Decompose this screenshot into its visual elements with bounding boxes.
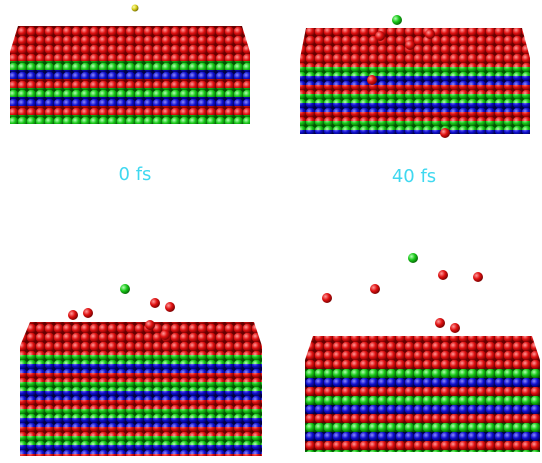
atom [375, 31, 385, 41]
atom-layer [305, 396, 540, 405]
atom-layer [20, 346, 262, 355]
atom [435, 318, 445, 328]
slab-top [20, 322, 262, 346]
atom-layer [300, 130, 530, 134]
time-label: 0 fs [119, 164, 152, 185]
atom [145, 320, 155, 330]
atom-layer [10, 52, 250, 61]
slab-top [300, 28, 530, 58]
atom-layer [10, 70, 250, 79]
atom-layer [10, 97, 250, 106]
atom-layer [305, 387, 540, 396]
atom-layer [20, 364, 262, 373]
atom-layer [305, 450, 540, 452]
atom [83, 308, 93, 318]
atom-layer [10, 88, 250, 97]
time-label: 40 fs [392, 166, 436, 187]
atom [473, 272, 483, 282]
slab-top [10, 26, 250, 52]
atom [425, 29, 435, 39]
atom-layer [10, 115, 250, 124]
atom-layer [300, 76, 530, 85]
atom-layer [305, 423, 540, 432]
atom-layer [20, 382, 262, 391]
atom-layer [300, 67, 530, 76]
atom [392, 15, 402, 25]
atom [405, 40, 415, 50]
atom-layer [20, 445, 262, 454]
atom-layer [305, 405, 540, 414]
atom-layer [20, 391, 262, 400]
atom-layer [300, 103, 530, 112]
atom [160, 330, 170, 340]
atom-layer [20, 409, 262, 418]
atom-layer [305, 369, 540, 378]
atom [150, 298, 160, 308]
atom [165, 302, 175, 312]
atom [367, 75, 377, 85]
atom-layer [300, 58, 530, 67]
atom [322, 293, 332, 303]
atom-layer [10, 61, 250, 70]
atom [120, 284, 130, 294]
atom [438, 270, 448, 280]
atom-layer [10, 79, 250, 88]
atom-layer [10, 106, 250, 115]
atom [370, 284, 380, 294]
atom [450, 323, 460, 333]
atom [440, 128, 450, 138]
atom [68, 310, 78, 320]
atom-layer [300, 112, 530, 121]
atom [408, 253, 418, 263]
atom-layer [300, 85, 530, 94]
atom-layer [20, 418, 262, 427]
atom-layer [305, 360, 540, 369]
atom-layer [305, 441, 540, 450]
atom-layer [20, 454, 262, 456]
atom-layer [305, 378, 540, 387]
atom-layer [305, 432, 540, 441]
slab-top [305, 336, 540, 360]
atom [132, 5, 139, 12]
atom-layer [20, 436, 262, 445]
atom-layer [300, 94, 530, 103]
atom-layer [20, 355, 262, 364]
atom-layer [20, 400, 262, 409]
atom-layer [300, 121, 530, 130]
atom-layer [305, 414, 540, 423]
atom-layer [20, 427, 262, 436]
figure: 0 fs 40 fs [0, 0, 542, 463]
atom-layer [20, 373, 262, 382]
